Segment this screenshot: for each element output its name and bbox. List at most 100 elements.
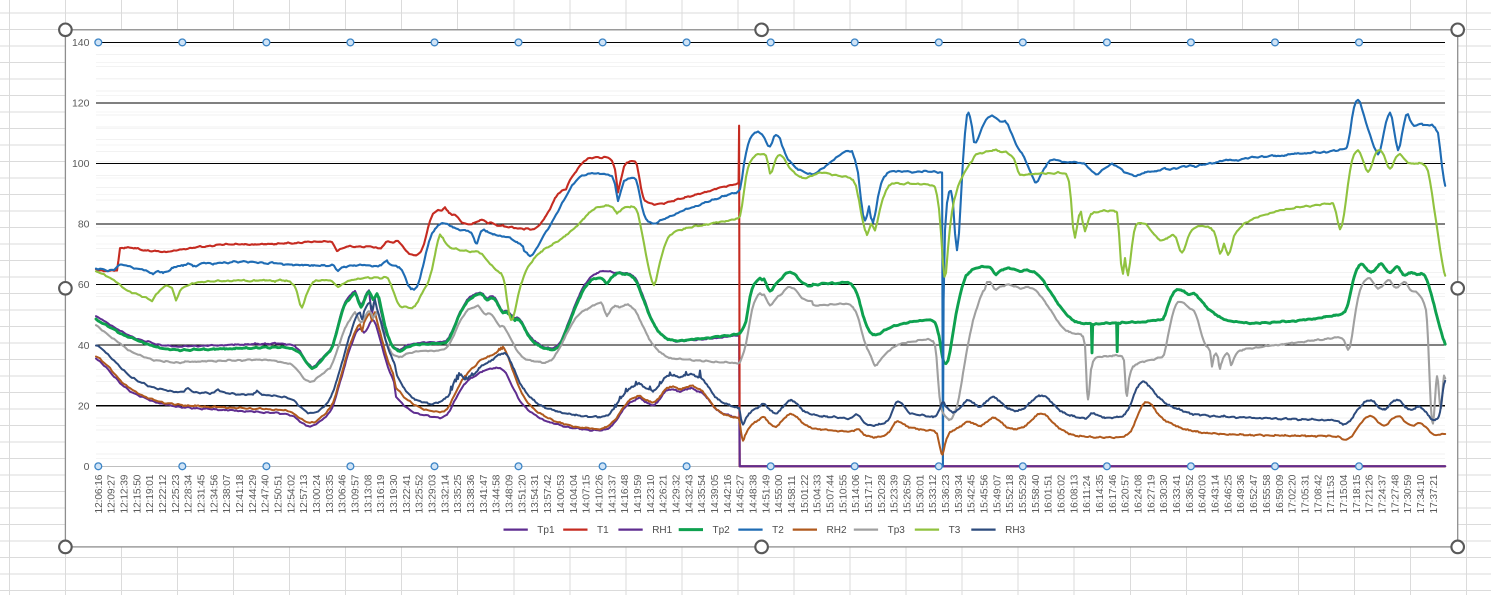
svg-text:12:25:23: 12:25:23 (171, 474, 182, 513)
svg-text:13:00:24: 13:00:24 (312, 474, 323, 513)
svg-text:14:35:54: 14:35:54 (697, 474, 708, 513)
svg-text:15:01:22: 15:01:22 (800, 474, 811, 513)
svg-text:14:51:49: 14:51:49 (761, 474, 772, 513)
svg-text:16:24:08: 16:24:08 (1134, 474, 1145, 513)
svg-text:12:31:45: 12:31:45 (197, 474, 208, 513)
svg-text:13:44:58: 13:44:58 (492, 474, 503, 513)
svg-text:13:41:47: 13:41:47 (479, 474, 490, 513)
svg-text:Tp3: Tp3 (888, 525, 906, 536)
svg-text:16:33:41: 16:33:41 (1172, 474, 1183, 513)
svg-text:17:15:04: 17:15:04 (1339, 474, 1350, 513)
svg-text:15:55:29: 15:55:29 (1018, 474, 1029, 513)
svg-text:12:34:56: 12:34:56 (209, 474, 220, 513)
svg-text:T2: T2 (772, 525, 784, 536)
svg-text:17:02:20: 17:02:20 (1288, 474, 1299, 513)
svg-text:15:17:17: 15:17:17 (864, 474, 875, 513)
svg-text:16:55:58: 16:55:58 (1262, 474, 1273, 513)
svg-text:14:19:59: 14:19:59 (633, 474, 644, 513)
svg-text:14:00:53: 14:00:53 (556, 474, 567, 513)
svg-text:14:16:48: 14:16:48 (620, 474, 631, 513)
svg-text:16:59:09: 16:59:09 (1275, 474, 1286, 513)
svg-text:Tp2: Tp2 (713, 525, 731, 536)
svg-text:15:20:28: 15:20:28 (877, 474, 888, 513)
svg-text:15:45:56: 15:45:56 (980, 474, 991, 513)
svg-text:T1: T1 (597, 525, 609, 536)
svg-text:14:29:32: 14:29:32 (671, 474, 682, 513)
svg-text:RH3: RH3 (1005, 525, 1025, 536)
svg-text:13:57:42: 13:57:42 (543, 474, 554, 513)
svg-text:12:22:12: 12:22:12 (158, 474, 169, 513)
svg-text:13:03:35: 13:03:35 (325, 474, 336, 513)
svg-text:13:32:14: 13:32:14 (440, 474, 451, 513)
svg-text:14:48:38: 14:48:38 (749, 474, 760, 513)
svg-text:16:08:13: 16:08:13 (1069, 474, 1080, 513)
svg-text:14:23:10: 14:23:10 (646, 474, 657, 513)
svg-text:13:54:31: 13:54:31 (530, 474, 541, 513)
svg-text:13:09:57: 13:09:57 (351, 474, 362, 513)
svg-text:13:16:19: 13:16:19 (376, 474, 387, 513)
svg-text:16:01:51: 16:01:51 (1044, 474, 1055, 513)
svg-text:100: 100 (72, 158, 90, 170)
svg-text:13:35:25: 13:35:25 (453, 474, 464, 513)
svg-text:15:10:55: 15:10:55 (838, 474, 849, 513)
svg-text:13:25:52: 13:25:52 (415, 474, 426, 513)
svg-text:0: 0 (84, 461, 90, 473)
svg-text:15:23:39: 15:23:39 (890, 474, 901, 513)
svg-text:17:24:37: 17:24:37 (1377, 474, 1388, 513)
svg-text:16:11:24: 16:11:24 (1082, 475, 1093, 514)
svg-text:12:44:29: 12:44:29 (248, 474, 259, 513)
svg-text:13:06:46: 13:06:46 (338, 474, 349, 513)
svg-text:12:12:39: 12:12:39 (120, 474, 131, 513)
svg-text:17:08:42: 17:08:42 (1313, 474, 1324, 513)
svg-text:16:14:35: 16:14:35 (1095, 474, 1106, 513)
svg-text:13:29:03: 13:29:03 (428, 474, 439, 513)
svg-text:16:49:36: 16:49:36 (1236, 474, 1247, 513)
svg-text:12:19:01: 12:19:01 (145, 474, 156, 513)
svg-text:13:51:20: 13:51:20 (517, 474, 528, 513)
svg-text:16:46:25: 16:46:25 (1223, 474, 1234, 513)
svg-text:14:42:16: 14:42:16 (723, 474, 734, 513)
svg-text:14:10:26: 14:10:26 (594, 474, 605, 513)
svg-text:120: 120 (72, 98, 90, 110)
svg-text:13:22:41: 13:22:41 (402, 474, 413, 513)
svg-text:16:20:57: 16:20:57 (1121, 474, 1132, 513)
svg-text:60: 60 (78, 279, 90, 291)
svg-text:12:47:40: 12:47:40 (261, 474, 272, 513)
svg-text:12:28:34: 12:28:34 (184, 474, 195, 513)
svg-text:15:36:23: 15:36:23 (941, 474, 952, 513)
svg-text:17:34:10: 17:34:10 (1416, 474, 1427, 513)
svg-text:14:45:27: 14:45:27 (736, 474, 747, 513)
svg-text:16:40:03: 16:40:03 (1198, 474, 1209, 513)
svg-text:14:26:21: 14:26:21 (659, 474, 670, 513)
svg-text:RH2: RH2 (827, 525, 847, 536)
svg-text:17:37:21: 17:37:21 (1429, 474, 1440, 513)
svg-text:Tp1: Tp1 (537, 525, 555, 536)
svg-text:12:41:18: 12:41:18 (235, 474, 246, 513)
svg-text:17:21:26: 17:21:26 (1365, 474, 1376, 513)
svg-text:80: 80 (78, 219, 90, 231)
svg-text:15:33:12: 15:33:12 (928, 474, 939, 513)
svg-text:15:49:07: 15:49:07 (992, 474, 1003, 513)
svg-text:RH1: RH1 (652, 525, 672, 536)
svg-text:12:38:07: 12:38:07 (222, 474, 233, 513)
svg-text:13:19:30: 13:19:30 (389, 474, 400, 513)
svg-text:17:18:15: 17:18:15 (1352, 474, 1363, 513)
svg-text:20: 20 (78, 400, 90, 412)
svg-text:15:07:44: 15:07:44 (826, 474, 837, 513)
svg-text:17:30:59: 17:30:59 (1403, 474, 1414, 513)
svg-text:17:11:53: 17:11:53 (1326, 475, 1337, 514)
svg-text:16:17:46: 16:17:46 (1108, 474, 1119, 513)
svg-text:15:52:18: 15:52:18 (1005, 474, 1016, 513)
svg-text:15:30:01: 15:30:01 (915, 474, 926, 513)
svg-text:13:13:08: 13:13:08 (363, 474, 374, 513)
svg-text:16:05:02: 16:05:02 (1057, 474, 1068, 513)
svg-text:14:39:05: 14:39:05 (710, 474, 721, 513)
svg-text:15:42:45: 15:42:45 (967, 474, 978, 513)
svg-text:16:27:19: 16:27:19 (1146, 474, 1157, 513)
svg-text:12:57:13: 12:57:13 (299, 474, 310, 513)
svg-text:13:48:09: 13:48:09 (505, 474, 516, 513)
svg-text:15:04:33: 15:04:33 (813, 474, 824, 513)
svg-text:14:13:37: 14:13:37 (607, 474, 618, 513)
svg-text:16:36:52: 16:36:52 (1185, 474, 1196, 513)
svg-text:17:05:31: 17:05:31 (1300, 474, 1311, 513)
